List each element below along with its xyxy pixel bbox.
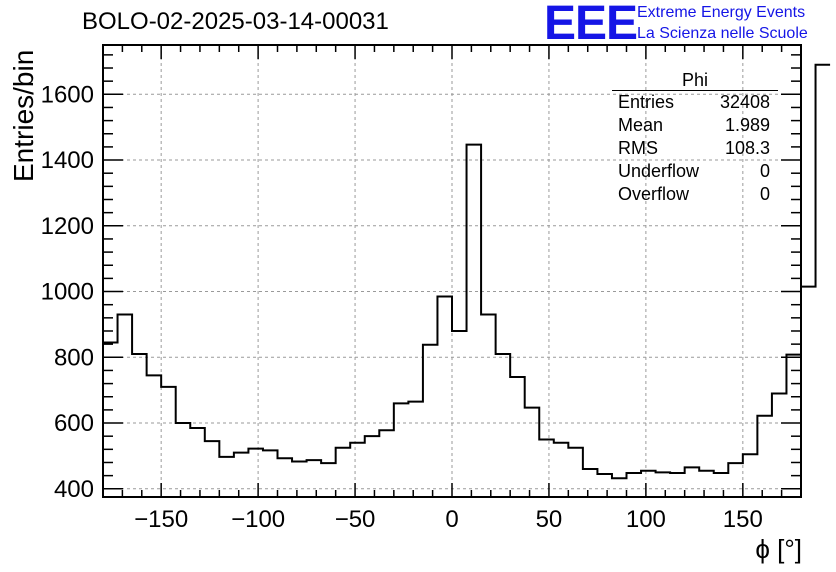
stats-label: Underflow: [618, 161, 700, 181]
stats-label: RMS: [618, 138, 658, 158]
x-tick-label: −100: [231, 506, 285, 533]
x-tick-label: 150: [723, 506, 763, 533]
stats-label: Entries: [618, 92, 675, 112]
stats-value: 1.989: [724, 115, 770, 135]
stats-row-entries: Entries 32408: [612, 91, 778, 114]
eee-logo: EEE: [544, 0, 638, 50]
x-tick-label: 0: [445, 506, 458, 533]
chart-title: BOLO-02-2025-03-14-00031: [82, 8, 389, 35]
stats-label: Overflow: [618, 184, 690, 204]
x-tick-label: −50: [335, 506, 376, 533]
y-tick-label: 1600: [41, 81, 94, 108]
stats-label: Mean: [618, 115, 664, 135]
stats-title: Phi: [612, 70, 778, 91]
x-axis-label: ϕ [°]: [755, 534, 802, 564]
stats-value: 0: [759, 161, 770, 181]
stats-row-overflow: Overflow 0: [612, 183, 778, 206]
y-tick-label: 400: [54, 476, 94, 503]
x-tick-label: −150: [134, 506, 188, 533]
stats-row-mean: Mean 1.989: [612, 114, 778, 137]
y-tick-label: 1400: [41, 147, 94, 174]
x-tick-label: 100: [626, 506, 666, 533]
y-tick-label: 1000: [41, 279, 94, 306]
stats-value: 108.3: [724, 138, 770, 158]
y-tick-label: 800: [54, 344, 94, 371]
stats-value: 0: [759, 184, 770, 204]
histogram-series: [103, 63, 831, 480]
y-tick-label: 1200: [41, 213, 94, 240]
x-tick-label: 50: [536, 506, 563, 533]
logo-line-1: Extreme Energy Events: [637, 4, 806, 21]
stats-value: 32408: [719, 92, 770, 112]
stats-row-underflow: Underflow 0: [612, 160, 778, 183]
logo-line-2: La Scienza nelle Scuole: [637, 25, 808, 42]
stats-box: Phi Entries 32408 Mean 1.989 RMS 108.3 U…: [612, 70, 778, 206]
stats-row-rms: RMS 108.3: [612, 137, 778, 160]
y-tick-label: 600: [54, 410, 94, 437]
